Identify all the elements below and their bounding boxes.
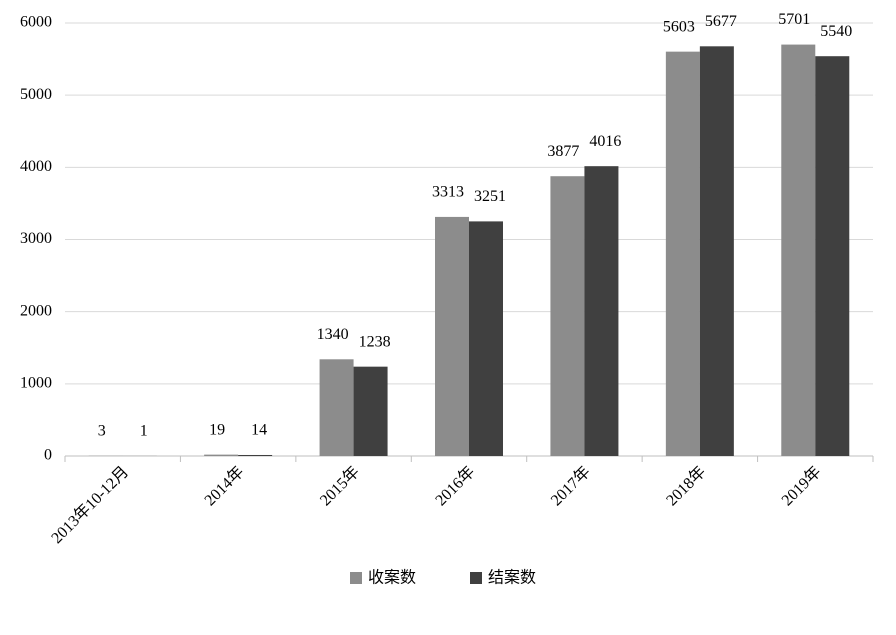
x-tick-label: 2016年 [432,463,479,510]
y-tick-label: 0 [44,447,52,464]
y-tick-label: 5000 [20,86,52,103]
data-label: 5540 [820,23,852,40]
y-tick-label: 3000 [20,230,52,247]
bar [665,51,700,456]
bar [469,221,503,456]
x-tick-label: 2019年 [778,463,825,510]
data-label: 1340 [317,326,349,343]
x-tick-label: 2017年 [547,463,594,510]
data-label: 3877 [547,143,579,160]
bar [699,46,734,456]
bar [781,44,816,457]
data-label: 3 [98,422,106,439]
bar [319,359,354,456]
data-label: 1238 [359,333,391,350]
x-tick-label: 2015年 [316,463,363,510]
data-label: 14 [251,422,267,439]
bar [204,454,239,456]
x-tick-label: 2014年 [201,463,248,510]
data-label: 4016 [589,133,621,150]
data-label: 19 [209,421,225,438]
bar [238,454,273,456]
data-label: 5701 [778,11,810,28]
x-tick-label: 2013年10-12月 [48,463,132,547]
data-label: 5603 [663,18,695,35]
legend-swatch [470,572,482,584]
data-label: 5677 [705,13,737,30]
bar [584,166,619,457]
data-label: 3251 [474,188,506,205]
bar [353,366,388,456]
data-label: 1 [140,423,148,440]
y-tick-label: 1000 [20,375,52,392]
legend-label: 收案数 [368,568,416,587]
data-label: 3313 [432,184,464,201]
legend-label: 结案数 [488,568,536,587]
y-tick-label: 4000 [20,158,52,175]
bar [435,216,469,456]
legend-swatch [350,572,362,584]
y-tick-label: 2000 [20,302,52,319]
bar [815,56,850,457]
x-tick-label: 2018年 [663,463,710,510]
bar [550,176,585,456]
y-tick-label: 6000 [20,14,52,31]
